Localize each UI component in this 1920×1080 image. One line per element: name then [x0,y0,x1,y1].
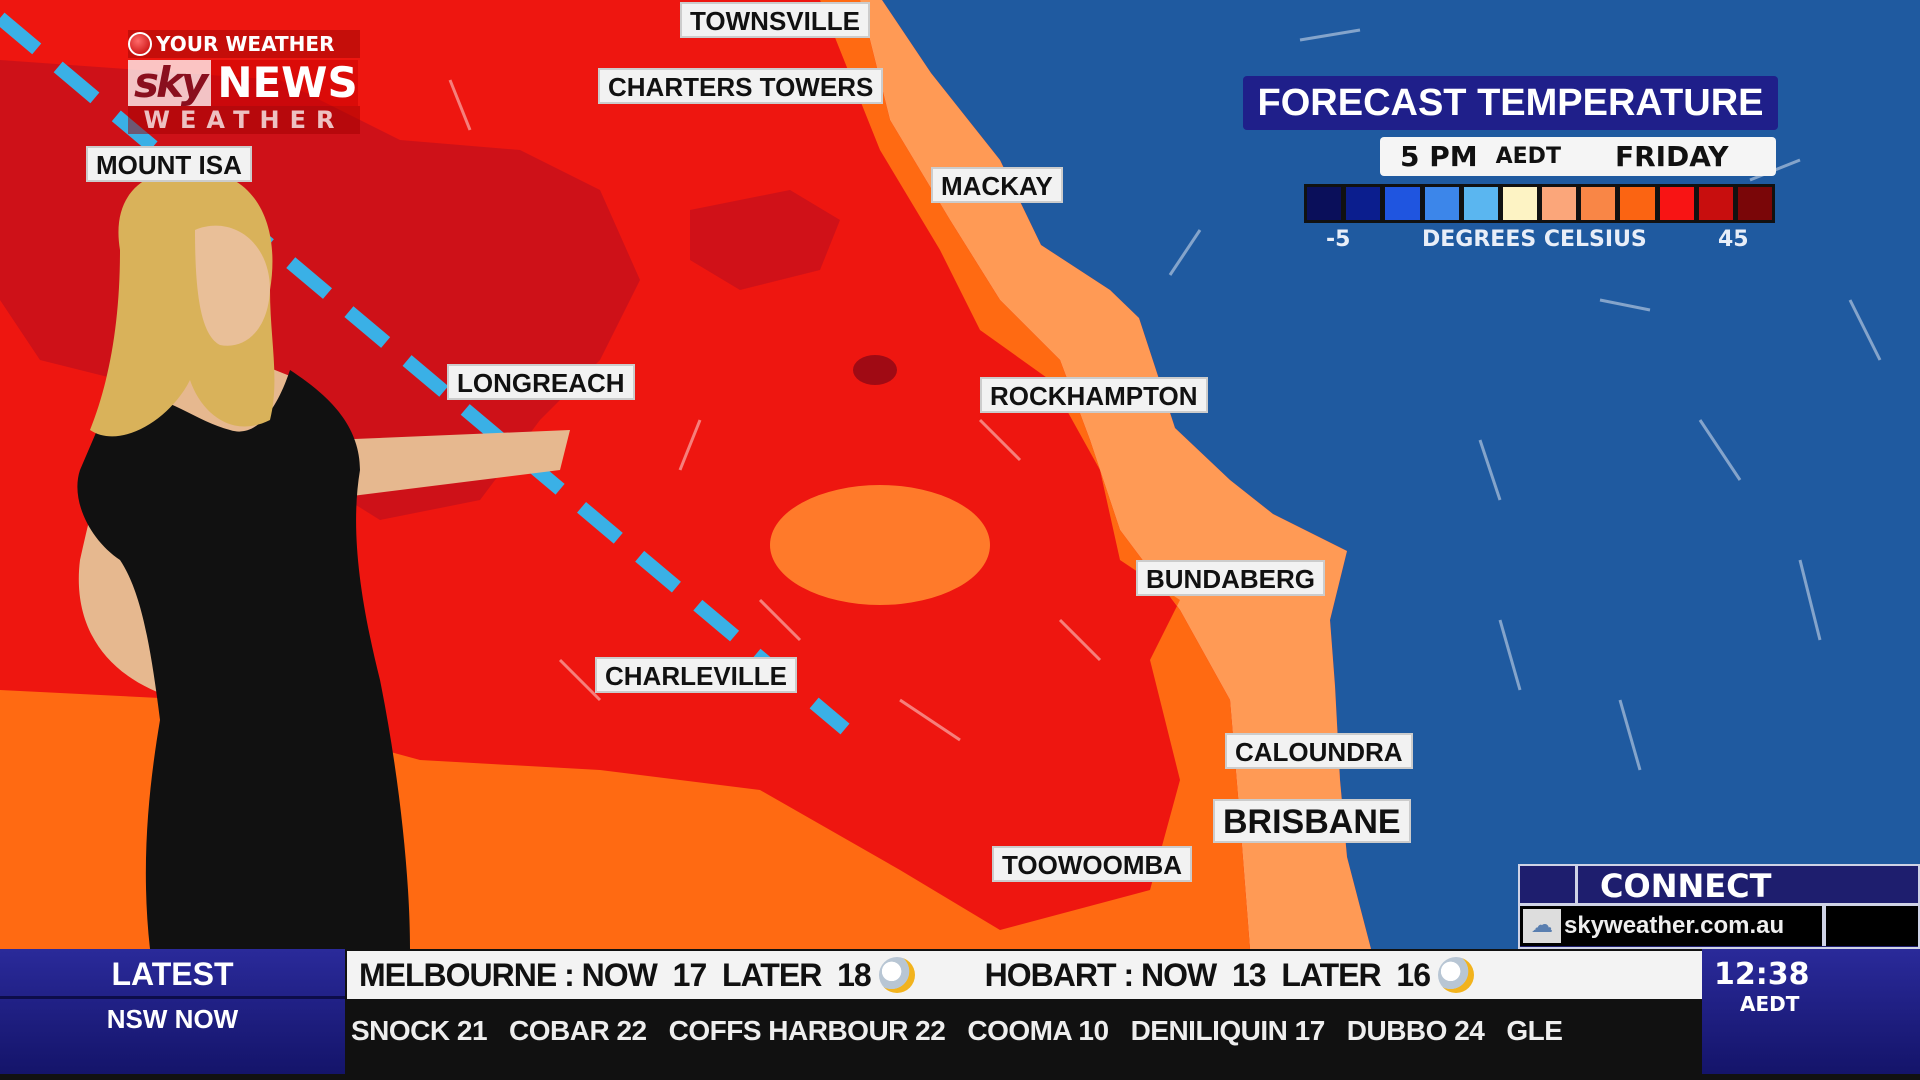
now-temp: 17 [672,956,708,993]
ticker-city: MELBOURNE [359,956,557,993]
scale-swatch [1307,187,1342,220]
scale-swatch [1502,187,1538,220]
city-label-charters-towers: CHARTERS TOWERS [598,68,884,104]
presenter [77,169,570,949]
scale-swatch [1659,187,1694,220]
city-label-charleville: CHARLEVILLE [595,657,797,693]
ticker-item: COOMA 10 [967,1015,1109,1046]
warm-band [0,0,1250,949]
logo-news: NEWS [211,60,358,106]
scale-swatch [1737,187,1773,220]
ticker-bottom-row: SNOCK 21 COBAR 22 COFFS HARBOUR 22 COOMA 10… [347,1001,1702,1061]
connect-title: CONNECT [1600,867,1772,905]
city-label-rockhampton: ROCKHAMPTON [980,377,1208,413]
news-ticker-bar: LATEST NSW NOW MELBOURNE : NOW 17 LATER … [0,949,1920,1080]
city-label-mackay: MACKAY [931,167,1063,203]
city-label-brisbane: BRISBANE [1213,799,1411,843]
mild-inland-patch [770,485,990,605]
temperature-color-scale [1304,184,1775,223]
legend-min-label: -5 [1326,227,1351,252]
city-label-bundaberg: BUNDABERG [1136,560,1325,596]
record-dot-icon [128,32,152,56]
ticker-item: DENILIQUIN 17 [1130,1015,1326,1046]
now-label: NOW [581,956,658,993]
legend-max-label: 45 [1718,227,1749,252]
cold-front-line [0,12,850,735]
legend-unit-label: DEGREES CELSIUS [1422,227,1647,252]
scale-swatch [1463,187,1498,220]
clock: 12:38 AEDT [1702,949,1920,1074]
ticker-item: GLE [1506,1015,1563,1046]
hot-spot [853,355,897,385]
scale-swatch [1620,187,1655,220]
legend-day: FRIDAY [1614,140,1729,173]
ticker-item: COBAR 22 [509,1015,647,1046]
ticker-top-row: MELBOURNE : NOW 17 LATER 18 HOBART : NOW… [347,951,1702,999]
legend-title: FORECAST TEMPERATURE [1243,76,1778,130]
weather-web-icon: ☁ [1523,909,1561,943]
later-label: LATER [1281,956,1381,993]
logo-weather: WEATHER [128,106,360,134]
ticker-item: SNOCK 21 [351,1015,488,1046]
scale-swatch [1542,187,1577,220]
later-label: LATER [722,956,822,993]
ticker-item: COFFS HARBOUR 22 [668,1015,946,1046]
ticker-city: HOBART [984,956,1117,993]
legend-time-box: 5 PM AEDT FRIDAY [1380,137,1776,176]
legend-timezone: AEDT [1495,144,1561,169]
clock-time: 12:38 [1714,957,1810,992]
scale-swatch [1385,187,1420,220]
city-label-caloundra: CALOUNDRA [1225,733,1413,769]
scale-swatch [1346,187,1381,220]
later-temp: 16 [1396,956,1431,993]
sea [882,0,1920,949]
very-hot-region-2 [690,190,840,290]
later-temp: 18 [837,956,872,993]
scale-swatch [1698,187,1733,220]
city-label-longreach: LONGREACH [447,364,635,400]
now-label: NOW [1140,956,1217,993]
city-label-toowoomba: TOOWOOMBA [992,846,1193,882]
mild-coastal-band [860,0,1371,949]
legend-time: 5 PM [1400,140,1478,173]
partly-cloudy-icon [878,957,915,993]
ticker-item: DUBBO 24 [1346,1015,1485,1046]
scale-swatch [1424,187,1459,220]
ticker-subsection: NSW NOW [106,1004,239,1034]
showers-icon [1438,957,1474,993]
clock-timezone: AEDT [1740,992,1800,1016]
now-temp: 13 [1231,956,1267,993]
sky-news-weather-logo: YOUR WEATHER sky NEWS WEATHER [128,30,360,134]
ticker-section: LATEST [0,949,345,999]
logo-sky: sky [128,60,212,106]
city-label-mount-isa: MOUNT ISA [86,146,252,182]
scale-swatch [1581,187,1616,220]
connect-url[interactable]: skyweather.com.au [1564,906,1826,946]
connect-panel: CONNECT ☁ skyweather.com.au [1518,864,1920,949]
city-label-townsville: TOWNSVILLE [680,2,870,38]
logo-tagline: YOUR WEATHER [156,32,335,56]
